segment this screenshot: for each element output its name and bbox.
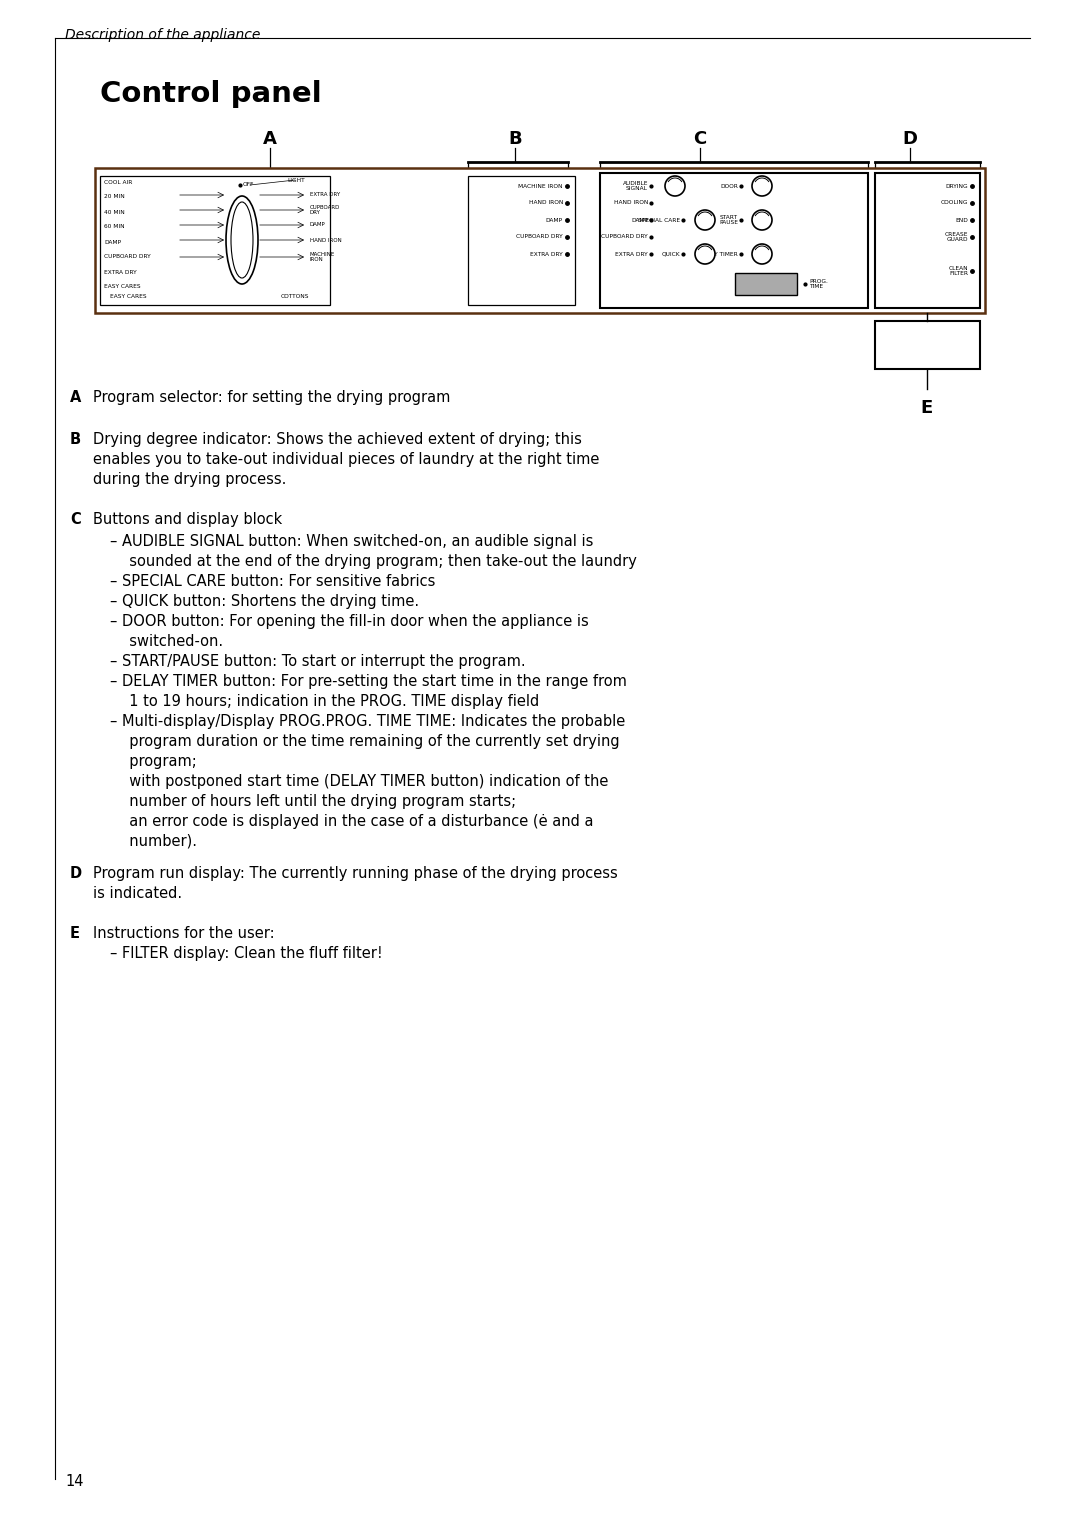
Circle shape [696,209,715,229]
Circle shape [752,176,772,196]
Text: EXTRA DRY: EXTRA DRY [530,251,563,257]
Text: 20 MIN: 20 MIN [104,194,125,199]
Text: DAMP: DAMP [545,217,563,223]
Text: CUPBOARD DRY: CUPBOARD DRY [516,234,563,240]
Circle shape [752,245,772,265]
Bar [875,321,980,368]
Text: number).: number). [120,833,197,849]
Circle shape [665,176,685,196]
Text: B: B [70,433,81,446]
Text: E: E [921,399,933,417]
Text: OFF: OFF [243,182,255,188]
Text: Program run display: The currently running phase of the drying process: Program run display: The currently runni… [93,865,618,881]
Text: C: C [70,512,81,528]
Text: COOLING: COOLING [941,200,968,205]
Text: with postponed start time (DELAY TIMER button) indication of the: with postponed start time (DELAY TIMER b… [120,774,608,789]
Text: – SPECIAL CARE button: For sensitive fabrics: – SPECIAL CARE button: For sensitive fab… [110,573,435,589]
Text: – DELAY TIMER button: For pre-setting the start time in the range from: – DELAY TIMER button: For pre-setting th… [110,674,626,690]
Text: C: C [693,130,706,148]
Text: sounded at the end of the drying program; then take-out the laundry: sounded at the end of the drying program… [120,553,637,569]
Text: enables you to take-out individual pieces of laundry at the right time: enables you to take-out individual piece… [93,453,599,466]
Text: program;: program; [120,754,197,769]
Text: MACHINE
IRON: MACHINE IRON [310,252,335,263]
Text: Drying degree indicator: Shows the achieved extent of drying; this: Drying degree indicator: Shows the achie… [93,433,582,446]
Circle shape [696,245,715,265]
Text: number of hours left until the drying program starts;: number of hours left until the drying pr… [120,794,516,809]
Text: SPECIAL CARE: SPECIAL CARE [638,217,680,223]
Text: A: A [70,390,81,405]
Bar [600,173,868,307]
Text: CUPBOARD DRY: CUPBOARD DRY [602,234,648,240]
Text: DAMP: DAMP [104,240,121,245]
Text: HAND IRON: HAND IRON [613,200,648,205]
Text: – DOOR button: For opening the fill-in door when the appliance is: – DOOR button: For opening the fill-in d… [110,615,589,628]
Text: LIGHT: LIGHT [287,177,305,182]
Text: Description of the appliance: Description of the appliance [65,28,260,41]
Text: EXTRA DRY: EXTRA DRY [104,269,137,275]
Text: Instructions for the user:: Instructions for the user: [93,927,274,940]
Text: – AUDIBLE SIGNAL button: When switched-on, an audible signal is: – AUDIBLE SIGNAL button: When switched-o… [110,534,593,549]
Text: 60 MIN: 60 MIN [104,225,124,229]
Text: HAND IRON: HAND IRON [528,200,563,205]
Text: COTTONS: COTTONS [281,294,309,298]
Text: program duration or the time remaining of the currently set drying: program duration or the time remaining o… [120,734,620,749]
Text: is indicated.: is indicated. [93,885,183,901]
Text: A: A [264,130,276,148]
Ellipse shape [226,196,258,284]
Text: DAMP: DAMP [631,217,648,223]
Text: DELAY TIMER: DELAY TIMER [699,251,738,257]
Text: MACHINE IRON: MACHINE IRON [518,183,563,188]
Text: CUPBOARD
DRY: CUPBOARD DRY [310,205,340,216]
Text: – FILTER display: Clean the fluff filter!: – FILTER display: Clean the fluff filter… [110,946,382,962]
Bar [100,176,330,304]
Text: CUPBOARD DRY: CUPBOARD DRY [104,254,150,260]
Text: CREASE
GUARD: CREASE GUARD [945,231,968,243]
Text: COOL AIR: COOL AIR [104,179,133,185]
Text: DAMP: DAMP [310,223,326,228]
Ellipse shape [231,202,253,278]
Text: DRYING: DRYING [945,183,968,188]
Text: 14: 14 [65,1474,83,1489]
Text: – START/PAUSE button: To start or interrupt the program.: – START/PAUSE button: To start or interr… [110,654,526,670]
Text: during the drying process.: during the drying process. [93,472,286,488]
Text: DOOR: DOOR [720,183,738,188]
Circle shape [752,209,772,229]
Bar [875,173,980,307]
Text: AUDIBLE
SIGNAL: AUDIBLE SIGNAL [622,180,648,191]
Text: CLEAN
FILTER: CLEAN FILTER [948,266,968,277]
Text: – Multi-display/Display PROG.PROG. TIME TIME: Indicates the probable: – Multi-display/Display PROG.PROG. TIME … [110,714,625,729]
Text: END: END [955,217,968,223]
Text: EASY CARES: EASY CARES [104,284,140,289]
Text: 40 MIN: 40 MIN [104,209,125,214]
Text: an error code is displayed in the case of a disturbance (ė and a: an error code is displayed in the case o… [120,813,594,829]
Bar [468,176,575,304]
Text: – QUICK button: Shortens the drying time.: – QUICK button: Shortens the drying time… [110,593,419,609]
Text: 1 to 19 hours; indication in the PROG. TIME display field: 1 to 19 hours; indication in the PROG. T… [120,694,539,709]
Text: D: D [903,130,918,148]
Text: EASY CARES: EASY CARES [110,294,147,298]
Text: HAND IRON: HAND IRON [310,237,341,243]
Text: EXTRA DRY: EXTRA DRY [310,193,340,197]
Text: QUICK: QUICK [661,251,680,257]
Text: Control panel: Control panel [100,80,322,109]
Text: EXTRA DRY: EXTRA DRY [616,251,648,257]
Bar [735,274,797,295]
Text: switched-on.: switched-on. [120,635,224,648]
Text: START
PAUSE: START PAUSE [719,214,738,225]
Text: E: E [70,927,80,940]
Text: D: D [70,865,82,881]
Text: Buttons and display block: Buttons and display block [93,512,282,528]
Text: Program selector: for setting the drying program: Program selector: for setting the drying… [93,390,450,405]
Text: B: B [509,130,522,148]
Text: PROG.
TIME: PROG. TIME [809,278,828,289]
Bar [95,168,985,313]
